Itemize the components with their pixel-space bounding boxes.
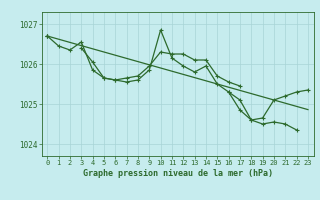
X-axis label: Graphe pression niveau de la mer (hPa): Graphe pression niveau de la mer (hPa) bbox=[83, 169, 273, 178]
